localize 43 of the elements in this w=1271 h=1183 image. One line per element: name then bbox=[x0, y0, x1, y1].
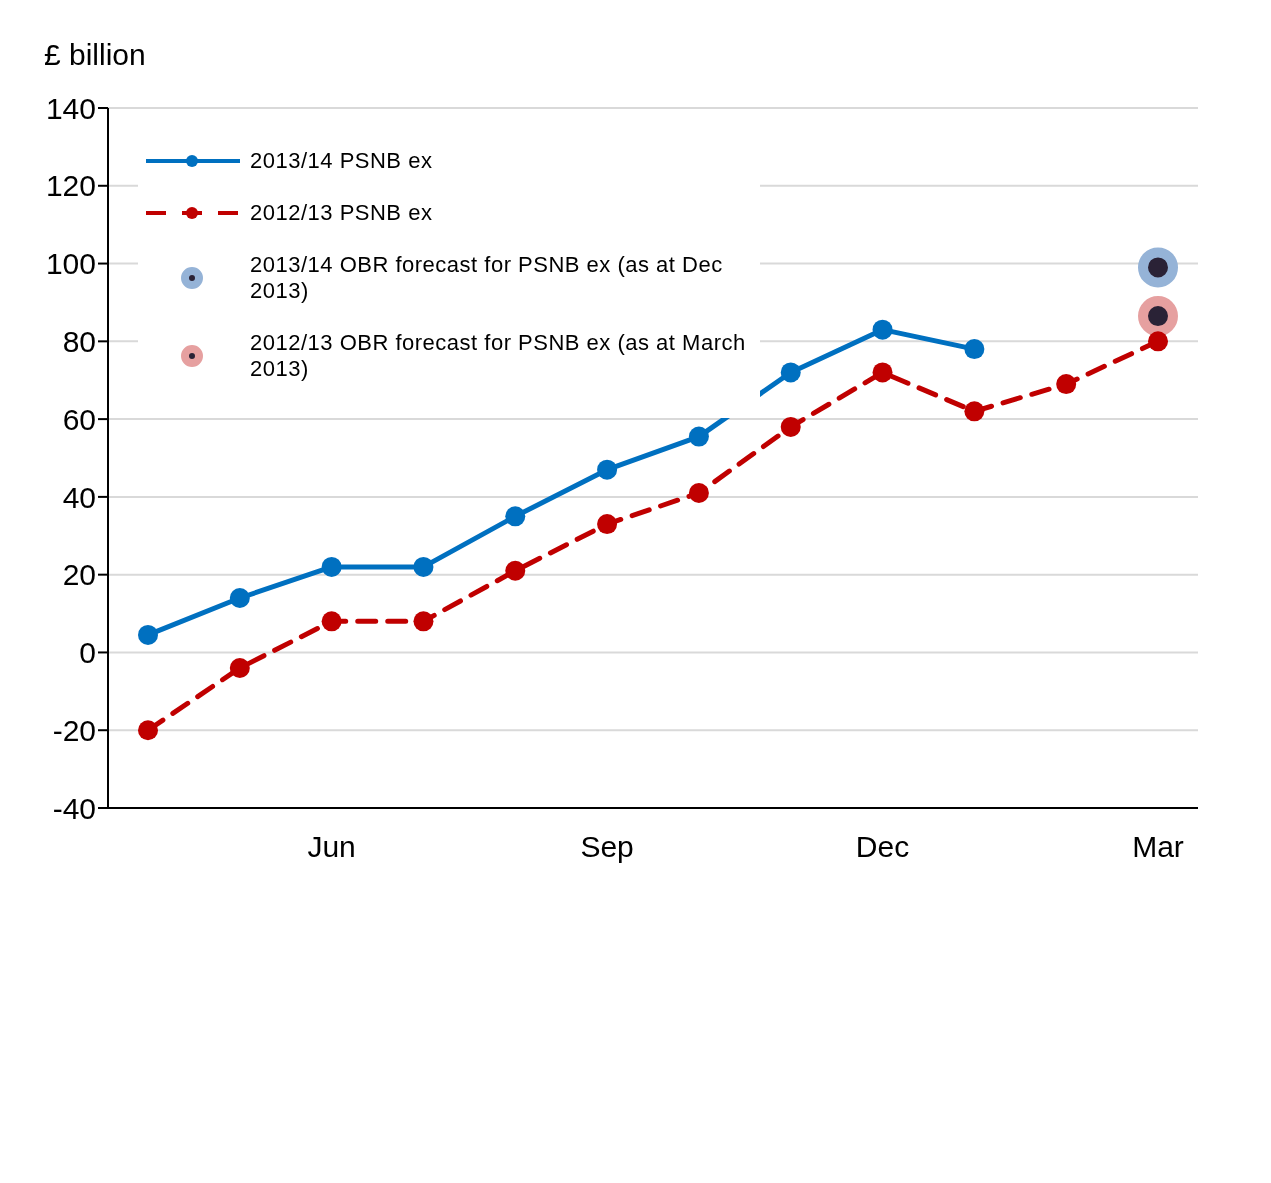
point bbox=[321, 556, 342, 577]
y-axis-title: £ billion bbox=[44, 38, 146, 72]
y-tick-label: 140 bbox=[45, 91, 96, 125]
point bbox=[229, 658, 250, 678]
point bbox=[597, 514, 618, 535]
point bbox=[780, 362, 801, 383]
x-tick-label: Mar bbox=[1132, 830, 1184, 864]
point bbox=[964, 401, 985, 422]
y-tick-label: 120 bbox=[45, 169, 96, 203]
point bbox=[872, 362, 893, 383]
legend-label: 2013/14 OBR forecast for PSNB ex (as at Dec 2013) bbox=[250, 252, 724, 304]
point bbox=[1138, 247, 1178, 288]
point bbox=[872, 319, 893, 340]
x-tick-label: Dec bbox=[855, 830, 910, 864]
point bbox=[229, 588, 250, 608]
legend-label: 2013/14 PSNB ex bbox=[250, 148, 433, 174]
point bbox=[505, 560, 526, 581]
point bbox=[597, 459, 618, 480]
y-tick-label: 0 bbox=[79, 636, 96, 670]
point bbox=[964, 339, 985, 360]
point bbox=[1056, 374, 1077, 395]
point bbox=[138, 624, 158, 645]
x-tick-label: Jun bbox=[307, 830, 356, 864]
point bbox=[321, 611, 342, 632]
point bbox=[688, 426, 709, 447]
y-tick-label: 80 bbox=[62, 324, 96, 358]
point bbox=[413, 556, 434, 577]
y-tick-label: 100 bbox=[45, 247, 96, 281]
point bbox=[1138, 296, 1178, 337]
point bbox=[688, 483, 709, 503]
y-tick-label: -20 bbox=[52, 713, 96, 747]
legend-label: 2012/13 OBR forecast for PSNB ex (as at March 2013) bbox=[250, 330, 747, 382]
y-tick-label: 20 bbox=[62, 558, 96, 592]
y-tick-label: 40 bbox=[62, 480, 96, 514]
point bbox=[1148, 331, 1168, 352]
point bbox=[138, 720, 158, 741]
y-tick-label: 60 bbox=[62, 402, 96, 436]
point bbox=[413, 611, 434, 632]
y-tick-label: -40 bbox=[52, 791, 96, 825]
legend-label: 2012/13 PSNB ex bbox=[250, 200, 433, 226]
point bbox=[780, 416, 801, 437]
x-tick-label: Sep bbox=[580, 830, 634, 864]
point bbox=[505, 506, 526, 527]
